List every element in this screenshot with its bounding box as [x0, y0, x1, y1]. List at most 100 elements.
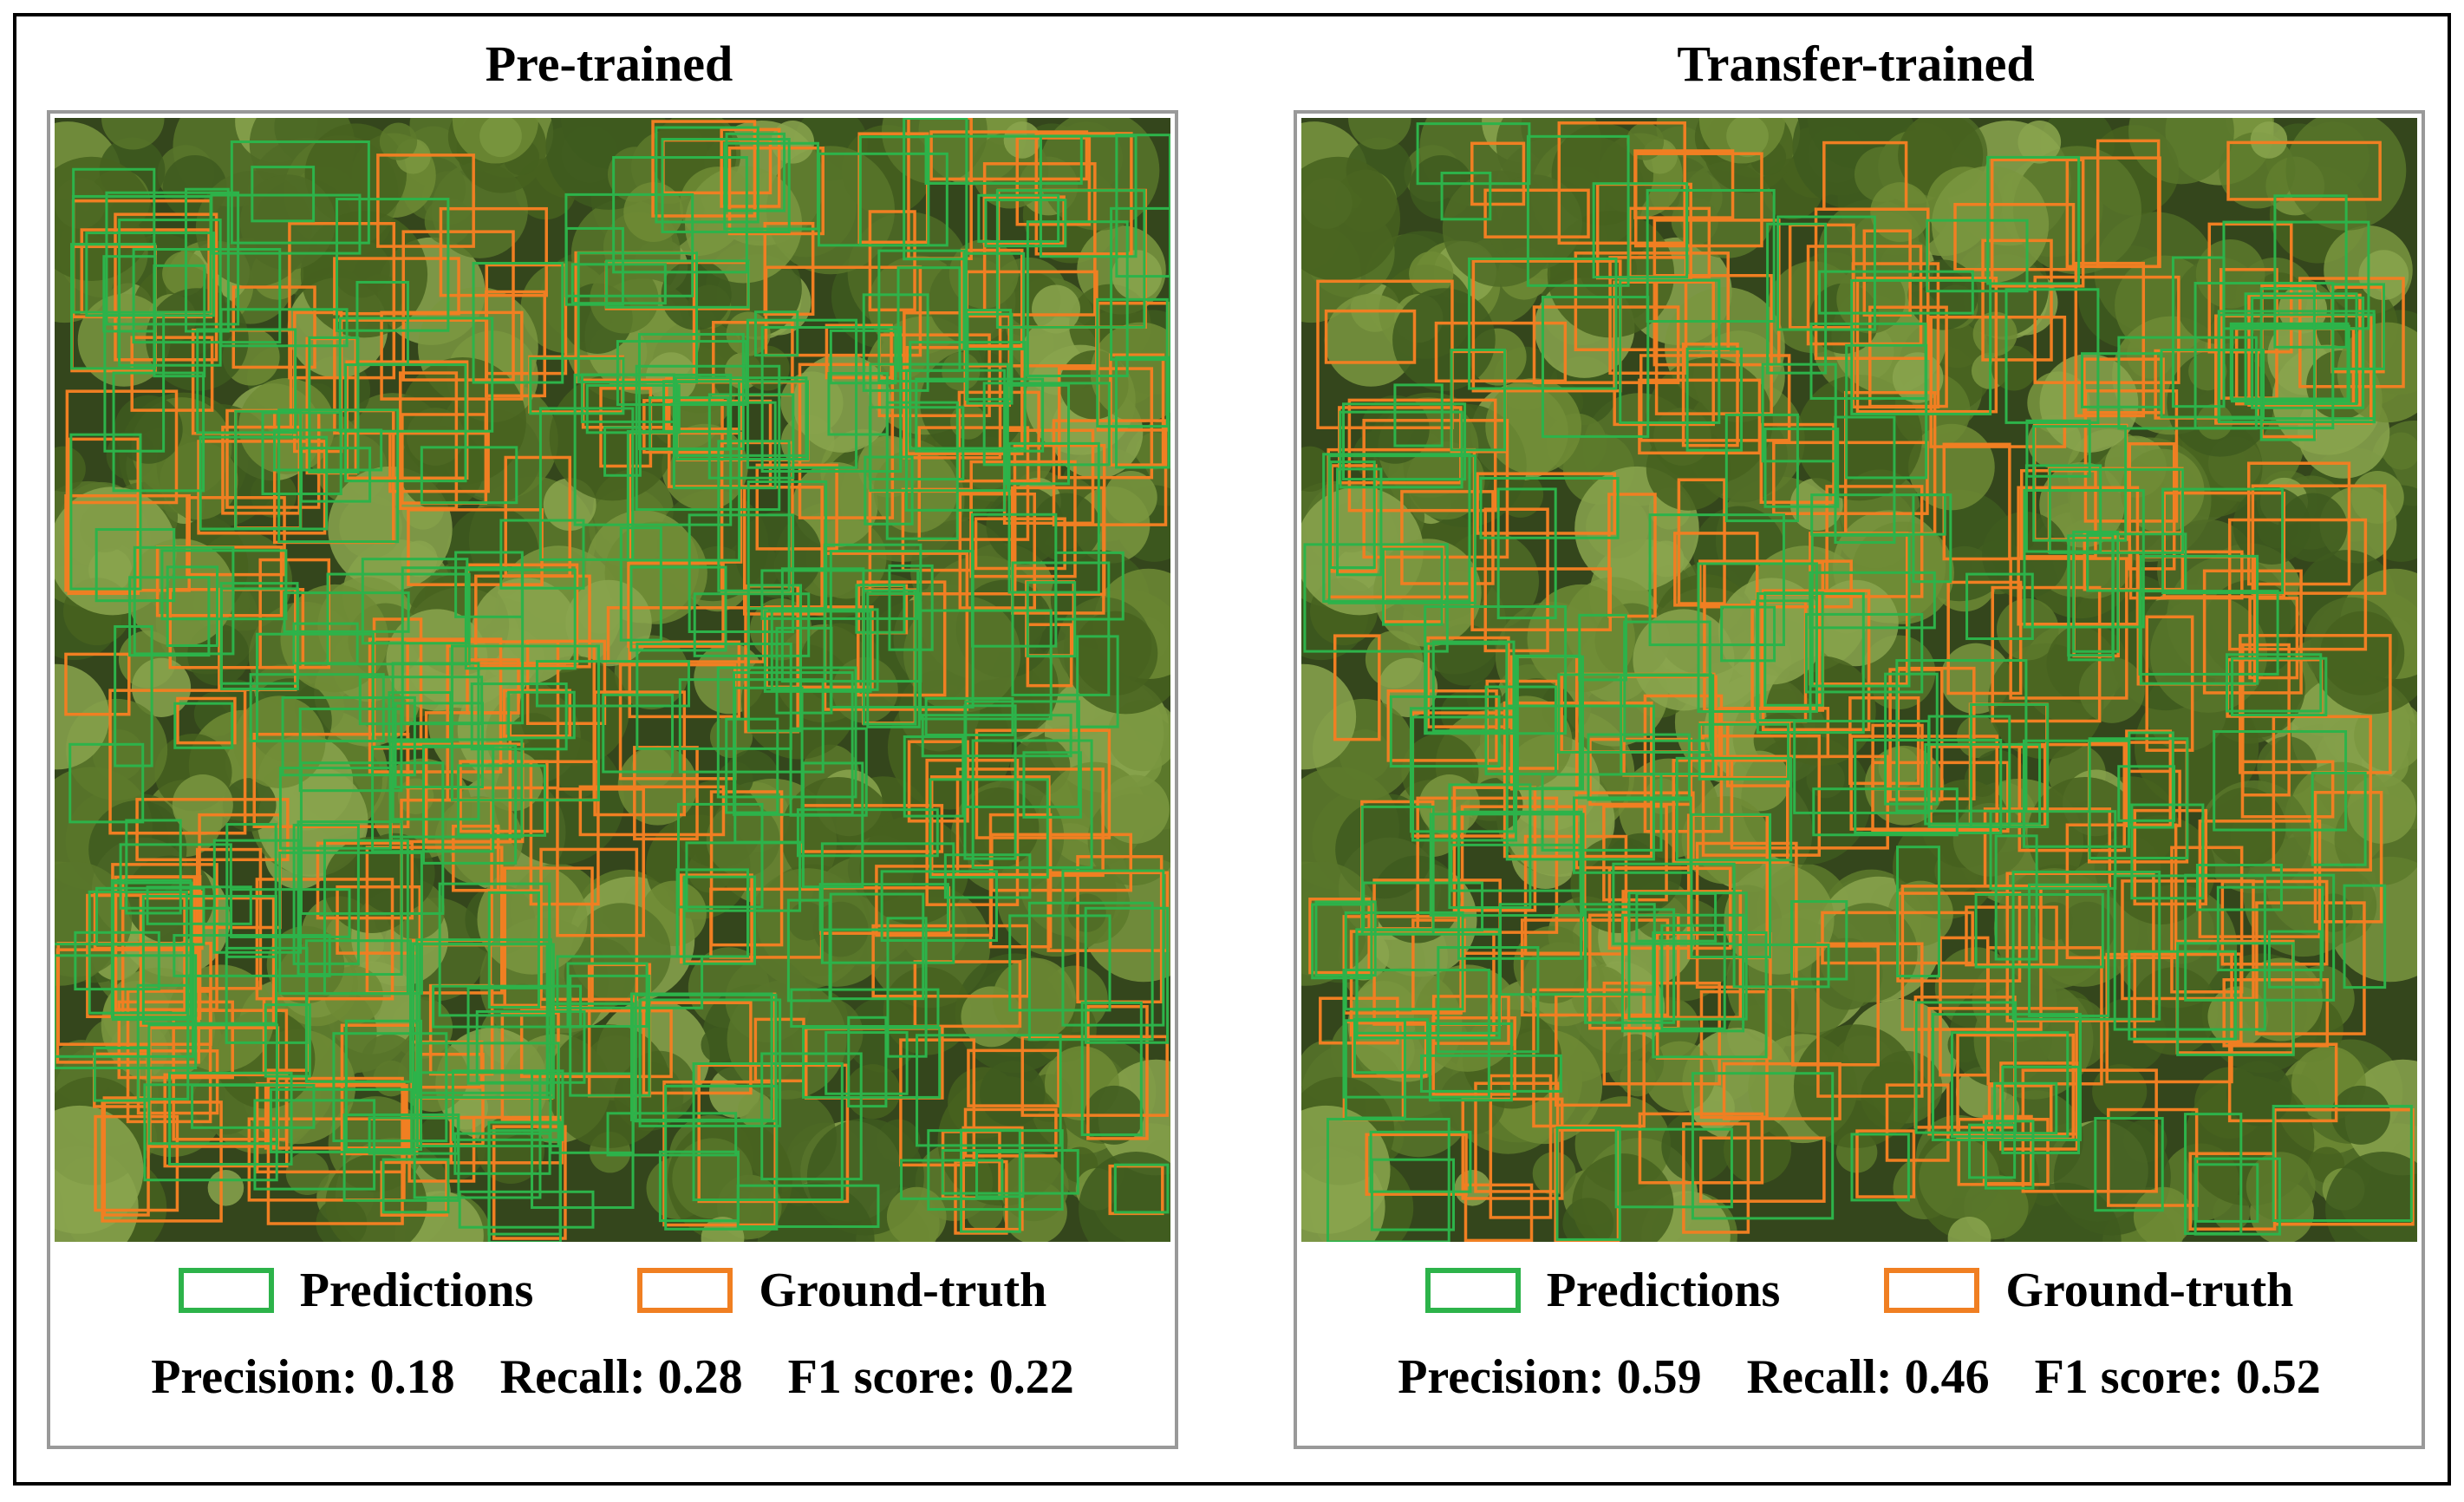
prediction-box: [638, 998, 782, 1127]
prediction-box: [269, 1087, 414, 1153]
prediction-box: [1393, 383, 1444, 447]
prediction-box: [1810, 533, 1911, 688]
prediction-box: [1479, 476, 1620, 539]
ground-truth-box: [1855, 1129, 1916, 1198]
prediction-box: [2025, 419, 2091, 478]
prediction-box: [1720, 605, 1776, 663]
prediction-box: [2139, 554, 2259, 685]
ground-truth-box: [67, 437, 140, 596]
ground-truth-box: [2248, 597, 2299, 680]
metric-value: 0.52: [2235, 1350, 2321, 1404]
prediction-box: [725, 717, 779, 814]
prediction-box: [1974, 893, 2104, 969]
prediction-box: [160, 549, 288, 621]
prediction-box: [1429, 813, 1585, 918]
tree-crown: [1572, 1153, 1674, 1242]
prediction-box: [173, 702, 234, 749]
prediction-box: [2001, 1065, 2081, 1154]
prediction-box: [619, 526, 662, 642]
ground-truth-box: [1470, 567, 1613, 631]
prediction-box: [2267, 930, 2323, 989]
prediction-box: [916, 1034, 1062, 1147]
prediction-box: [432, 984, 583, 1029]
prediction-box: [616, 340, 748, 407]
ground-truth-box: [135, 798, 290, 862]
ground-truth-box: [697, 1063, 850, 1204]
ground-truth-box: [64, 652, 131, 716]
tree-crown: [1454, 1169, 1491, 1206]
legend-label: Predictions: [299, 1264, 534, 1317]
ground-truth-box: [2227, 1042, 2338, 1123]
prediction-box: [2160, 349, 2265, 419]
metric: Recall: 0.46: [1747, 1349, 1990, 1405]
prediction-box: [1912, 493, 1952, 584]
ground-truth-box: [1638, 378, 1762, 455]
tree-crown: [1073, 611, 1158, 695]
prediction-box: [675, 868, 749, 958]
prediction-box: [1440, 171, 1492, 221]
ground-truth-box: [628, 431, 743, 564]
metric: Recall: 0.28: [500, 1349, 743, 1405]
ground-truth-box: [1673, 532, 1759, 607]
tree-crown: [1870, 182, 1931, 243]
prediction-box: [1660, 924, 1726, 1030]
ground-truth-box: [1034, 132, 1133, 256]
ground-truth-box: [982, 195, 1066, 245]
prediction-box: [1884, 672, 1939, 806]
prediction-box: [391, 662, 480, 821]
prediction-box: [1382, 547, 1444, 626]
prediction-box: [102, 255, 157, 333]
prediction-box: [2231, 324, 2350, 403]
prediction-box: [2251, 296, 2365, 409]
ground-truth-box: [903, 311, 1002, 460]
prediction-box: [2130, 803, 2205, 900]
tree-crown: [1409, 251, 1454, 297]
prediction-box: [141, 894, 277, 1025]
ground-truth-box: [2096, 139, 2161, 269]
prediction-box: [283, 591, 410, 633]
ground-truth-box: [195, 847, 263, 990]
ground-truth-box: [1574, 251, 1730, 352]
prediction-box: [1834, 415, 1896, 545]
ground-truth-box: [1825, 485, 1924, 598]
tree-crown: [1301, 663, 1357, 770]
tree-crown: [2039, 461, 2125, 548]
prediction-box: [1620, 913, 1745, 1033]
ground-truth-box: [2273, 1107, 2415, 1226]
ground-truth-box: [2313, 791, 2383, 924]
prediction-box: [1646, 188, 1776, 323]
prediction-box: [225, 823, 277, 958]
panel-frame: Predictions Ground-truth Precision: 0.59 Re…: [1294, 110, 2425, 1449]
ground-truth-box: [1607, 493, 1657, 618]
prediction-box: [662, 380, 741, 434]
prediction-box: [2225, 653, 2323, 713]
prediction-box: [1327, 454, 1476, 604]
prediction-box: [531, 1072, 635, 1209]
legend-icon-predictions: [178, 1268, 274, 1313]
prediction-box: [796, 808, 939, 858]
prediction-box: [1557, 673, 1712, 754]
metrics: Precision: 0.59 Recall: 0.46 F1 score: 0.5…: [1297, 1349, 2422, 1405]
prediction-box: [304, 939, 412, 1083]
ground-truth-box: [798, 362, 895, 519]
prediction-box: [114, 624, 153, 767]
prediction-box: [661, 138, 791, 233]
tree-crown: [2382, 432, 2417, 470]
ground-truth-box: [1463, 1183, 1534, 1242]
prediction-box: [682, 875, 756, 965]
tree-crown: [2226, 1061, 2292, 1126]
prediction-box: [1437, 946, 1540, 1054]
metric: Precision: 0.59: [1398, 1349, 1701, 1405]
ground-truth-box: [1953, 203, 2076, 271]
prediction-box: [277, 408, 400, 544]
panel-title: Transfer-trained: [1677, 36, 2035, 92]
ground-truth-box: [1574, 791, 1695, 870]
prediction-box: [420, 446, 518, 505]
tree-crown: [2017, 121, 2062, 164]
ground-truth-box: [407, 508, 544, 586]
ground-truth-box: [163, 1073, 289, 1168]
ground-truth-box: [1871, 761, 2010, 833]
prediction-box: [858, 135, 930, 247]
tree-crown: [1301, 861, 1379, 977]
prediction-box: [2028, 883, 2110, 1017]
